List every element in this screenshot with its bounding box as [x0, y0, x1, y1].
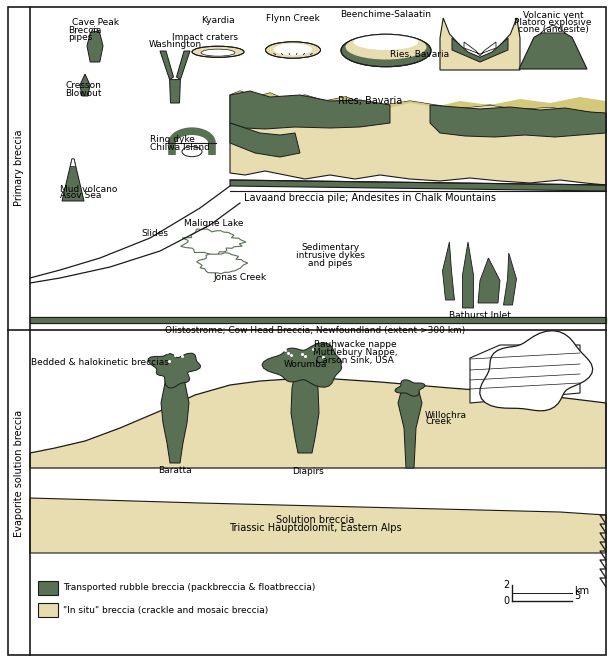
Polygon shape: [430, 105, 606, 137]
Ellipse shape: [192, 46, 244, 58]
Text: Carson Sink, USA: Carson Sink, USA: [316, 356, 394, 365]
Text: Worumba: Worumba: [284, 360, 327, 369]
Polygon shape: [230, 91, 390, 129]
Text: Evaporite solution breccia: Evaporite solution breccia: [14, 410, 24, 536]
Text: Creek: Creek: [425, 418, 451, 426]
Text: Cave Peak: Cave Peak: [71, 18, 119, 27]
Bar: [38, 581, 58, 595]
Text: Cresson: Cresson: [65, 82, 101, 91]
Text: 2: 2: [504, 580, 510, 590]
Text: Impact craters: Impact craters: [172, 34, 238, 42]
Polygon shape: [30, 378, 606, 468]
Polygon shape: [177, 51, 190, 80]
Polygon shape: [443, 242, 454, 300]
Polygon shape: [160, 51, 173, 80]
Polygon shape: [80, 74, 90, 96]
Polygon shape: [87, 30, 103, 62]
Polygon shape: [464, 42, 496, 56]
Text: Bedded & halokinetic breccias: Bedded & halokinetic breccias: [31, 358, 169, 367]
Text: Primary breccia: Primary breccia: [14, 130, 24, 206]
Text: Ries, Bavaria: Ries, Bavaria: [338, 96, 402, 106]
Text: intrusive dykes: intrusive dykes: [296, 251, 365, 261]
Polygon shape: [161, 368, 189, 463]
Text: cone (andesite): cone (andesite): [518, 25, 589, 34]
Text: Mud volcano: Mud volcano: [60, 184, 117, 194]
Polygon shape: [291, 368, 319, 453]
Ellipse shape: [92, 29, 98, 31]
Text: Transported rubble breccia (packbreccia & floatbreccia): Transported rubble breccia (packbreccia …: [63, 583, 315, 593]
Text: 0: 0: [504, 596, 510, 606]
Text: Triassic Hauptdolomit, Eastern Alps: Triassic Hauptdolomit, Eastern Alps: [229, 523, 402, 533]
Text: 5: 5: [574, 591, 580, 601]
Polygon shape: [70, 159, 76, 166]
Text: Rauhwacke nappe: Rauhwacke nappe: [314, 340, 396, 349]
Text: Maligne Lake: Maligne Lake: [184, 219, 244, 228]
Text: Jonas Creek: Jonas Creek: [213, 273, 266, 282]
Polygon shape: [462, 242, 474, 308]
Text: "In situ" breccia (crackle and mosaic breccia): "In situ" breccia (crackle and mosaic br…: [63, 605, 268, 615]
Bar: [38, 603, 58, 617]
Text: km: km: [574, 586, 589, 596]
Text: Olistostrome; Cow Head Breccia, Newfoundland (extent >300 km): Olistostrome; Cow Head Breccia, Newfound…: [165, 326, 465, 335]
Polygon shape: [262, 343, 342, 387]
Text: Chilwa Island: Chilwa Island: [150, 143, 210, 152]
Ellipse shape: [341, 34, 431, 67]
Text: Asov Sea: Asov Sea: [60, 192, 101, 200]
Text: Platoro explosive: Platoro explosive: [514, 18, 592, 27]
Text: Washington: Washington: [148, 40, 202, 49]
Ellipse shape: [201, 49, 235, 56]
Ellipse shape: [182, 147, 202, 156]
Ellipse shape: [266, 42, 320, 58]
Polygon shape: [398, 388, 422, 468]
Ellipse shape: [274, 43, 312, 56]
Polygon shape: [480, 331, 593, 411]
Text: Bathurst Inlet: Bathurst Inlet: [449, 311, 511, 320]
Text: Kyardia: Kyardia: [201, 16, 235, 25]
Text: Diapirs: Diapirs: [292, 467, 324, 476]
Text: Lavaand breccia pile; Andesites in Chalk Mountains: Lavaand breccia pile; Andesites in Chalk…: [244, 193, 496, 203]
Text: Willochra: Willochra: [425, 410, 467, 420]
Polygon shape: [452, 38, 508, 62]
Polygon shape: [519, 25, 587, 69]
Ellipse shape: [346, 34, 426, 60]
Ellipse shape: [354, 34, 418, 50]
Polygon shape: [170, 80, 180, 103]
Text: Breccia: Breccia: [68, 26, 101, 35]
Polygon shape: [30, 498, 606, 553]
Text: Baratta: Baratta: [158, 466, 192, 475]
Text: Solution breccia: Solution breccia: [276, 515, 354, 525]
Polygon shape: [230, 91, 606, 185]
Text: Blowout: Blowout: [65, 88, 101, 97]
Polygon shape: [181, 229, 246, 257]
Text: Muttlebury Nappe,: Muttlebury Nappe,: [312, 348, 397, 357]
Polygon shape: [197, 253, 248, 274]
Polygon shape: [148, 353, 200, 388]
Text: Flynn Creek: Flynn Creek: [266, 14, 320, 23]
Polygon shape: [395, 380, 425, 396]
Polygon shape: [230, 91, 606, 119]
Text: Beenchime-Salaatin: Beenchime-Salaatin: [341, 10, 432, 19]
Polygon shape: [504, 253, 517, 305]
Text: Volcanic vent: Volcanic vent: [523, 11, 583, 20]
Polygon shape: [230, 180, 606, 191]
Polygon shape: [470, 345, 580, 403]
Text: and pipes: and pipes: [308, 259, 352, 269]
Text: Ring dyke: Ring dyke: [150, 135, 195, 145]
Text: pipes: pipes: [68, 33, 92, 42]
Polygon shape: [440, 18, 520, 70]
Polygon shape: [541, 25, 565, 33]
Polygon shape: [62, 159, 84, 201]
Polygon shape: [230, 123, 300, 157]
Text: Sedimentary: Sedimentary: [301, 243, 359, 253]
Polygon shape: [478, 258, 500, 303]
Text: Slides: Slides: [141, 229, 169, 237]
Text: Ries, Bavaria: Ries, Bavaria: [390, 50, 449, 60]
